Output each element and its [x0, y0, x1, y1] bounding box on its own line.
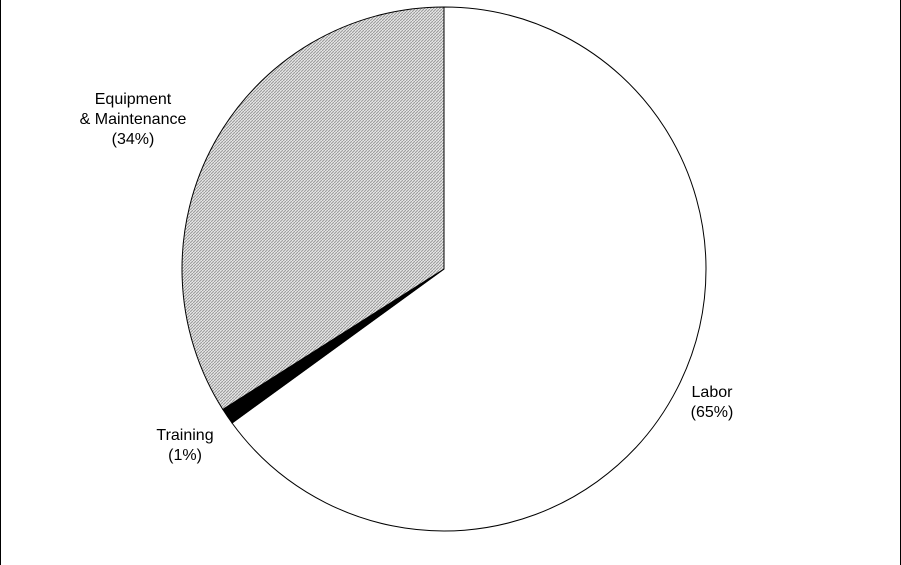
pie-slice-labor [231, 6, 707, 532]
pie-slice-equipment [181, 6, 445, 411]
slice-label-equipment: Equipment & Maintenance (34%) [80, 91, 187, 148]
slice-label-line: Equipment [95, 91, 172, 108]
pie-slices [181, 6, 707, 532]
slice-label-line: (65%) [691, 404, 734, 421]
slice-label-line: Labor [692, 384, 734, 401]
slice-label-line: (1%) [168, 447, 202, 464]
pie-labels: Labor (65%) Training (1%) Equipment & Mainten… [80, 91, 734, 464]
slice-label-line: Training [156, 427, 213, 444]
slice-label-line: & Maintenance [80, 111, 187, 128]
slice-label-line: (34%) [112, 131, 155, 148]
slice-label-training: Training (1%) [156, 427, 213, 464]
slice-label-labor: Labor (65%) [691, 384, 734, 421]
